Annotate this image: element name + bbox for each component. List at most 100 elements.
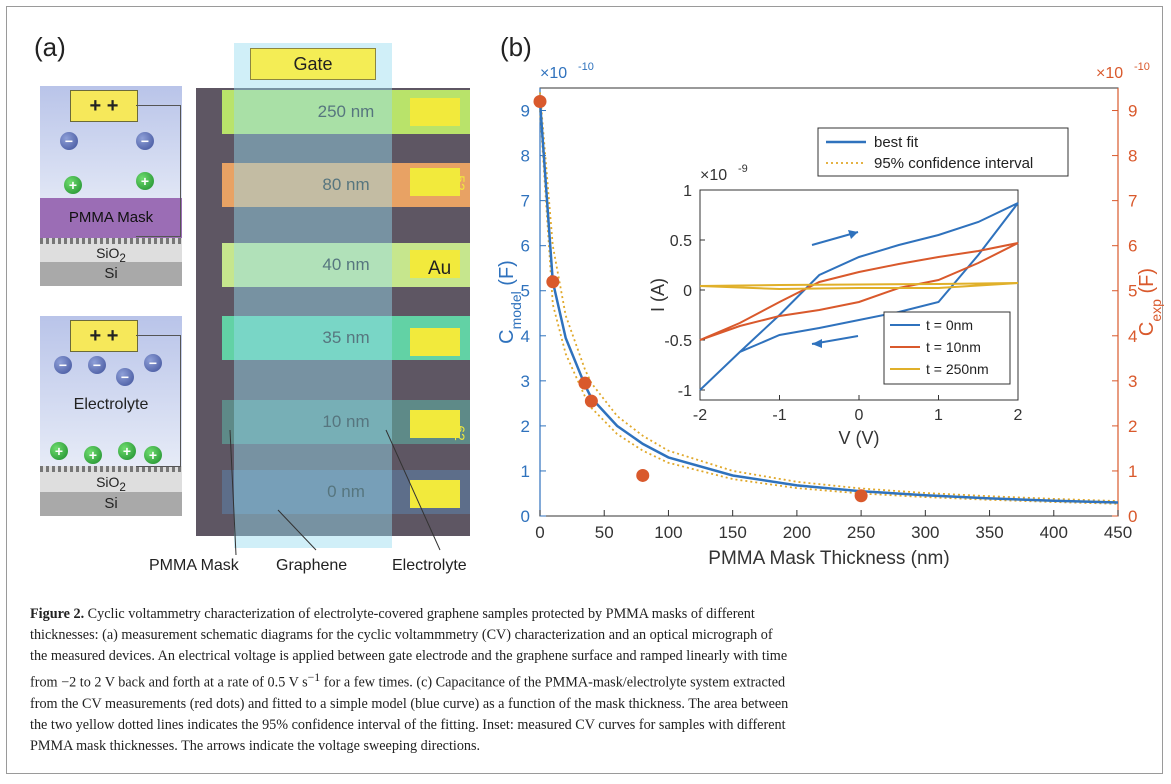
y-tick-label-right: 3 bbox=[1128, 372, 1137, 391]
gate-electrode: + + bbox=[70, 320, 138, 352]
inset-x-tick-label: 0 bbox=[855, 407, 864, 424]
figure-frame bbox=[6, 6, 1163, 774]
caption-line: Cyclic voltammetry characterization of e… bbox=[84, 606, 755, 622]
schematic-pmma: + + − − + + PMMA Mask SiO2 Si bbox=[40, 86, 182, 286]
gold-pad bbox=[410, 168, 460, 196]
si-substrate: Si bbox=[40, 262, 182, 286]
thickness-label: 10 nm bbox=[322, 412, 370, 431]
y-tick-label-right: 1 bbox=[1128, 462, 1137, 481]
gate-electrode: + + bbox=[70, 90, 138, 122]
thickness-label: 35 nm bbox=[322, 328, 370, 347]
figure-caption: Figure 2. Cyclic voltammetry characteriz… bbox=[30, 604, 1140, 757]
anion-icon: − bbox=[144, 354, 162, 372]
x-axis-label: PMMA Mask Thickness (nm) bbox=[708, 548, 949, 569]
x-tick-label: 250 bbox=[847, 523, 875, 542]
anion-icon: − bbox=[60, 132, 78, 150]
caption-line: the measured devices. An electrical volt… bbox=[30, 648, 788, 664]
charge-label: + + bbox=[89, 325, 119, 347]
y-tick-label-right: 4 bbox=[1128, 327, 1137, 346]
data-point bbox=[854, 489, 868, 503]
y-tick-label-left: 5 bbox=[521, 282, 530, 301]
graphene-layer bbox=[40, 466, 182, 472]
y-tick-label-left: 6 bbox=[521, 237, 530, 256]
callout-pmma-mask: PMMA Mask bbox=[149, 557, 239, 574]
au-label: Au bbox=[428, 258, 452, 279]
inset-x-tick-label: 1 bbox=[934, 407, 943, 424]
y-tick-label-left: 2 bbox=[521, 417, 530, 436]
inset-exponent-power: -9 bbox=[738, 163, 748, 175]
inset-cv-curve bbox=[699, 282, 1019, 291]
thickness-label: 40 nm bbox=[322, 255, 370, 274]
anion-icon: − bbox=[88, 356, 106, 374]
best-fit-line bbox=[538, 101, 1119, 504]
caption-line: thicknesses: (a) measurement schematic d… bbox=[30, 627, 773, 643]
gold-pad bbox=[410, 328, 460, 356]
y-tick-label-right: 8 bbox=[1128, 147, 1137, 166]
y-tick-label-left: 3 bbox=[521, 372, 530, 391]
cation-icon: + bbox=[144, 446, 162, 464]
x-tick-label: 200 bbox=[783, 523, 811, 542]
gate-label: Gate bbox=[250, 48, 376, 80]
legend-box bbox=[817, 127, 1069, 177]
cation-icon: + bbox=[64, 176, 82, 194]
data-point bbox=[584, 394, 598, 408]
inset-x-axis-label: V (V) bbox=[838, 428, 879, 448]
inset-x-tick-label: -2 bbox=[693, 407, 707, 424]
x-tick-label: 0 bbox=[535, 523, 544, 542]
data-point bbox=[546, 275, 560, 289]
cation-icon: + bbox=[84, 446, 102, 464]
charge-label: + + bbox=[89, 95, 119, 117]
inset-legend-label: t = 10nm bbox=[926, 339, 981, 355]
inset-x-tick-label: -1 bbox=[772, 407, 786, 424]
x-tick-label: 150 bbox=[718, 523, 746, 542]
y-tick-label-right: 2 bbox=[1128, 417, 1137, 436]
exponent-right: ×10 bbox=[1096, 65, 1123, 82]
caption-line: from −2 to 2 V back and forth at a rate … bbox=[30, 674, 308, 691]
panel-label-b: (b) bbox=[500, 32, 532, 62]
anion-icon: − bbox=[136, 132, 154, 150]
anion-icon: − bbox=[116, 368, 134, 386]
electrolyte-label: Electrolyte bbox=[73, 396, 149, 413]
x-tick-label: 50 bbox=[595, 523, 614, 542]
caption-figure-label: Figure 2. bbox=[30, 606, 85, 622]
y-tick-label-left: 1 bbox=[521, 462, 530, 481]
caption-sup: −1 bbox=[307, 670, 321, 684]
sio2-layer: SiO2 bbox=[40, 472, 182, 494]
sio2-layer: SiO2 bbox=[40, 244, 182, 265]
anion-icon: − bbox=[54, 356, 72, 374]
inset-y-axis-label: I (A) bbox=[648, 278, 668, 312]
y-axis-label-right: Cexp (F) bbox=[1136, 268, 1164, 336]
y-tick-label-left: 9 bbox=[521, 102, 530, 121]
caption-line: PMMA mask thicknesses. The arrows indica… bbox=[30, 737, 481, 754]
x-tick-label: 350 bbox=[975, 523, 1003, 542]
y-tick-label-left: 0 bbox=[521, 507, 530, 526]
data-point bbox=[636, 468, 650, 482]
thickness-label: 0 nm bbox=[327, 482, 365, 501]
graphene-layer bbox=[40, 238, 182, 244]
inset-y-tick-label: 0.5 bbox=[670, 233, 692, 250]
si-substrate: Si bbox=[40, 492, 182, 516]
x-tick-label: 400 bbox=[1040, 523, 1068, 542]
circuit-wire bbox=[136, 105, 181, 237]
exponent-left: ×10 bbox=[540, 65, 567, 82]
gold-pad bbox=[410, 250, 460, 278]
cation-icon: + bbox=[118, 442, 136, 460]
caption-line: the two yellow dotted lines indicates th… bbox=[30, 716, 786, 733]
data-point bbox=[578, 376, 592, 390]
thickness-label: 250 nm bbox=[317, 102, 375, 121]
cation-icon: + bbox=[50, 442, 68, 460]
inset-legend-label: t = 250nm bbox=[926, 361, 989, 377]
y-tick-label-left: 8 bbox=[521, 147, 530, 166]
cation-icon: + bbox=[136, 172, 154, 190]
ci-lower-line bbox=[539, 110, 1119, 505]
inset-x-tick-label: 2 bbox=[1014, 407, 1023, 424]
caption-line: from the CV measurements (red dots) and … bbox=[30, 695, 789, 712]
x-tick-label: 300 bbox=[911, 523, 939, 542]
exponent-left-power: -10 bbox=[578, 61, 594, 73]
pmma-mask-layer: PMMA Mask bbox=[40, 198, 182, 238]
caption-line: for a few times. (c) Capacitance of the … bbox=[320, 674, 786, 691]
y-tick-label-right: 7 bbox=[1128, 192, 1137, 211]
y-tick-label-left: 7 bbox=[521, 192, 530, 211]
inset-y-tick-label: 0 bbox=[683, 283, 692, 300]
exponent-right-power: -10 bbox=[1134, 61, 1150, 73]
